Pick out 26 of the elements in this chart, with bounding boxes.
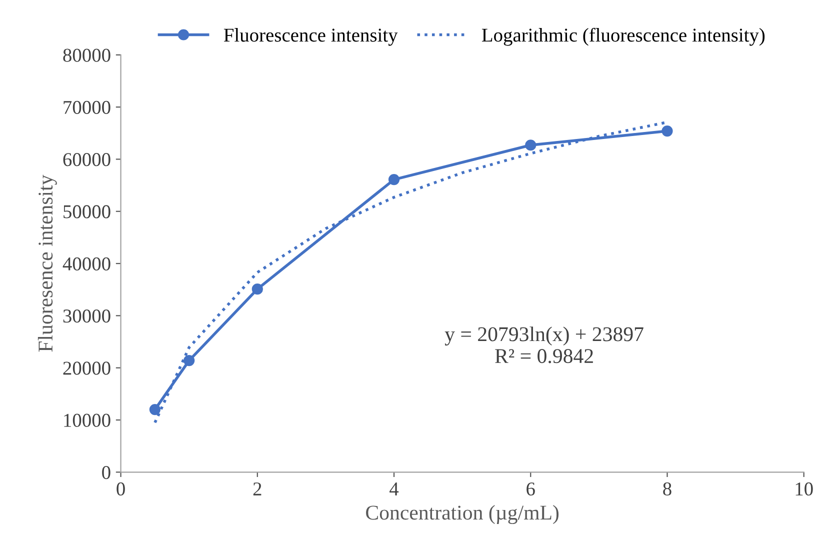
y-tick-label: 60000 <box>63 153 110 166</box>
y-tick-label: 50000 <box>64 205 110 218</box>
point <box>252 284 263 295</box>
legend-label: Logarithmic (fluorescence intensity) <box>482 28 765 46</box>
y-tick-label: 10000 <box>64 414 110 427</box>
y-tick-label: 40000 <box>62 257 110 270</box>
y-tick-label: 0 <box>102 466 110 480</box>
point <box>388 174 400 186</box>
y-tick-label: 80000 <box>63 48 110 62</box>
x-tick-label: 0 <box>116 482 125 496</box>
x-tick-label: 2 <box>253 482 262 496</box>
point <box>184 354 195 366</box>
x-tick-label: 6 <box>526 482 535 496</box>
x-tick-label: 4 <box>390 482 399 496</box>
y-tick-label: 30000 <box>63 309 110 323</box>
point <box>149 404 160 416</box>
x-axis-title: Concentration (µg/mL) <box>366 505 559 524</box>
y-tick-label: 20000 <box>63 362 110 375</box>
legend-label: Fluorescence intensity <box>224 28 398 46</box>
x-tick-label: 8 <box>663 482 672 496</box>
y-axis-title: Fluoresence intensity <box>38 174 57 352</box>
y-tick-label: 70000 <box>64 100 110 114</box>
x-tick-label: 10 <box>796 482 813 496</box>
point <box>662 125 673 137</box>
annotation: y = 20793ln(x) + 23897 R² = 0.9842 <box>444 326 644 364</box>
point <box>525 140 536 151</box>
